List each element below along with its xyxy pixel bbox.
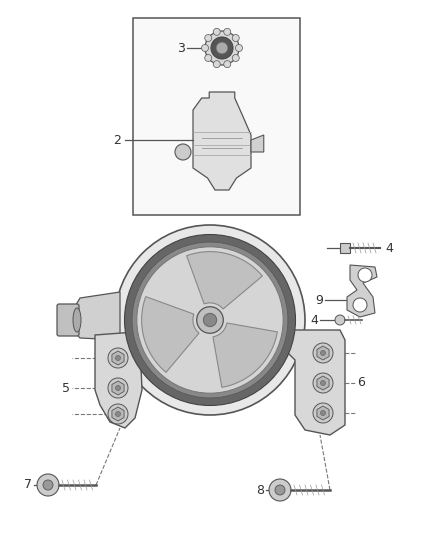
Circle shape <box>211 37 233 59</box>
Circle shape <box>321 410 325 416</box>
Circle shape <box>313 403 333 423</box>
Circle shape <box>269 479 291 501</box>
Circle shape <box>224 61 231 68</box>
Circle shape <box>175 144 191 160</box>
Circle shape <box>321 381 325 385</box>
Circle shape <box>321 351 325 356</box>
Polygon shape <box>141 296 199 373</box>
Circle shape <box>232 54 239 61</box>
Text: 9: 9 <box>315 294 323 306</box>
Polygon shape <box>317 376 329 390</box>
Polygon shape <box>347 265 377 317</box>
Circle shape <box>358 268 372 282</box>
Text: 1: 1 <box>240 380 248 393</box>
Polygon shape <box>317 346 329 360</box>
Circle shape <box>116 356 120 360</box>
Circle shape <box>205 31 239 65</box>
Circle shape <box>43 480 53 490</box>
Circle shape <box>213 61 220 68</box>
Circle shape <box>203 313 217 327</box>
Circle shape <box>335 315 345 325</box>
Ellipse shape <box>73 308 81 332</box>
Circle shape <box>116 385 120 391</box>
Circle shape <box>124 235 296 406</box>
Polygon shape <box>112 407 124 421</box>
Circle shape <box>224 28 231 35</box>
Circle shape <box>116 411 120 416</box>
Circle shape <box>132 242 288 398</box>
Text: 3: 3 <box>177 42 185 54</box>
Circle shape <box>353 298 367 312</box>
Circle shape <box>201 44 208 52</box>
Text: 6: 6 <box>357 376 365 390</box>
Polygon shape <box>193 92 251 190</box>
Circle shape <box>213 28 220 35</box>
Text: 5: 5 <box>62 382 70 394</box>
Polygon shape <box>251 135 264 152</box>
Text: 4: 4 <box>385 241 393 254</box>
Polygon shape <box>317 406 329 420</box>
Polygon shape <box>73 292 120 340</box>
Text: 7: 7 <box>24 479 32 491</box>
Circle shape <box>115 225 305 415</box>
Circle shape <box>313 373 333 393</box>
Circle shape <box>205 35 212 42</box>
Circle shape <box>236 44 243 52</box>
FancyBboxPatch shape <box>340 243 350 253</box>
Text: 2: 2 <box>113 133 121 147</box>
Circle shape <box>108 378 128 398</box>
Circle shape <box>108 348 128 368</box>
Circle shape <box>108 404 128 424</box>
Circle shape <box>313 343 333 363</box>
Polygon shape <box>187 252 262 309</box>
Polygon shape <box>112 381 124 395</box>
Circle shape <box>137 247 283 393</box>
FancyBboxPatch shape <box>57 304 79 336</box>
Circle shape <box>197 306 223 333</box>
Circle shape <box>37 474 59 496</box>
Polygon shape <box>285 330 345 435</box>
Circle shape <box>205 54 212 61</box>
Circle shape <box>232 35 239 42</box>
Circle shape <box>216 42 228 54</box>
Circle shape <box>275 485 285 495</box>
Polygon shape <box>112 351 124 365</box>
Polygon shape <box>95 332 142 428</box>
Text: 4: 4 <box>310 313 318 327</box>
Polygon shape <box>213 323 277 387</box>
Bar <box>133 18 300 215</box>
Text: 8: 8 <box>256 483 264 497</box>
